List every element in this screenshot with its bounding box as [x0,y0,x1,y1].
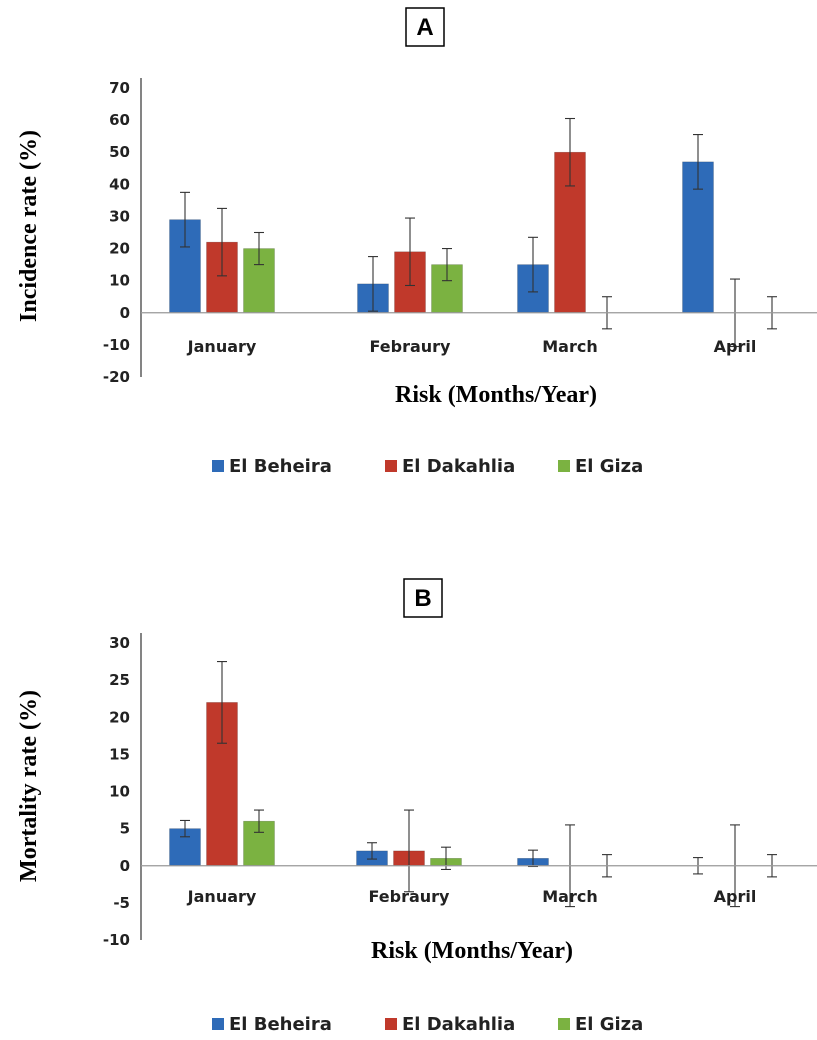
panel-b-y-ticks: 30 25 20 15 10 5 0 -5 -10 [103,634,130,949]
panel-a-legend-label: El Beheira [229,456,332,477]
panel-b-legend-item: El Giza [558,1014,643,1035]
panel-b-category-label: April [714,887,757,906]
panel-b-y-tick-label: 25 [109,671,130,689]
panel-a-y-tick-label: -20 [103,368,130,386]
panel-a-bars [170,152,714,313]
panel-a-category-label: April [714,337,757,356]
panel-b-category-label: Febraury [369,887,451,906]
panel-b-y-tick-label: 30 [109,634,130,652]
panel-b-legend-label: El Dakahlia [402,1014,515,1035]
panel-a-category-label: January [187,337,257,356]
panel-b-y-tick-label: 20 [109,708,130,726]
panel-b-legend-item: El Dakahlia [385,1014,515,1035]
panel-b-y-tick-label: 10 [109,783,130,801]
panel-a-y-tick-label: 0 [120,304,130,322]
panel-a-category-labels: January Febraury March April [187,337,757,356]
panel-b-y-tick-label: 0 [120,857,130,875]
panel-b-legend-swatch [558,1018,570,1030]
panel-a-y-tick-label: 40 [109,175,130,193]
panel-b-error-bars [180,662,777,907]
panel-a-y-tick-label: 70 [109,79,130,97]
panel-b-y-tick-label: -5 [113,894,130,912]
panel-a-y-ticks: 70 60 50 40 30 20 10 0 -10 -20 [103,79,130,386]
panel-a-legend-item: El Dakahlia [385,456,515,477]
panel-b-y-tick-label: 15 [109,745,130,763]
panel-b-legend-item: El Beheira [212,1014,332,1035]
panel-a-y-tick-label: 60 [109,111,130,129]
panel-a-legend-item: El Beheira [212,456,332,477]
panel-a-legend: El Beheira El Dakahlia El Giza [212,456,643,477]
panel-a-legend-item: El Giza [558,456,643,477]
panel-b-y-tick-label: 5 [120,820,130,838]
panel-b-category-labels: January Febraury March April [187,887,757,906]
panel-a-legend-label: El Dakahlia [402,456,515,477]
panel-b-label: B [414,585,431,612]
panel-a-y-tick-label: -10 [103,336,130,354]
panel-b: B Mortality rate (%) Risk (Months/Year) … [16,579,817,1035]
panel-b-bars [170,702,549,865]
panel-a-label: A [416,14,433,41]
panel-b-x-axis-label: Risk (Months/Year) [371,938,573,964]
panel-a-legend-swatch [385,460,397,472]
panel-b-y-axis-label: Mortality rate (%) [16,690,42,882]
panel-b-category-label: January [187,887,257,906]
panel-a-legend-swatch [212,460,224,472]
panel-b-legend-swatch [212,1018,224,1030]
panel-a: A Incidence rate (%) Risk (Months/Year) … [16,8,817,477]
panel-b-legend-label: El Giza [575,1014,643,1035]
panel-a-y-tick-label: 30 [109,207,130,225]
panel-b-legend: El Beheira El Dakahlia El Giza [212,1014,643,1035]
panel-a-x-axis-label: Risk (Months/Year) [395,382,597,408]
panel-b-category-label: March [542,887,597,906]
panel-b-legend-swatch [385,1018,397,1030]
panel-a-category-label: March [542,337,597,356]
panel-a-legend-swatch [558,460,570,472]
panel-a-legend-label: El Giza [575,456,643,477]
panel-a-y-tick-label: 10 [109,272,130,290]
panel-a-y-tick-label: 50 [109,143,130,161]
panel-b-legend-label: El Beheira [229,1014,332,1035]
panel-b-y-tick-label: -10 [103,931,130,949]
panel-a-y-tick-label: 20 [109,240,130,258]
panel-a-y-axis-label: Incidence rate (%) [16,130,42,322]
panel-a-category-label: Febraury [370,337,452,356]
